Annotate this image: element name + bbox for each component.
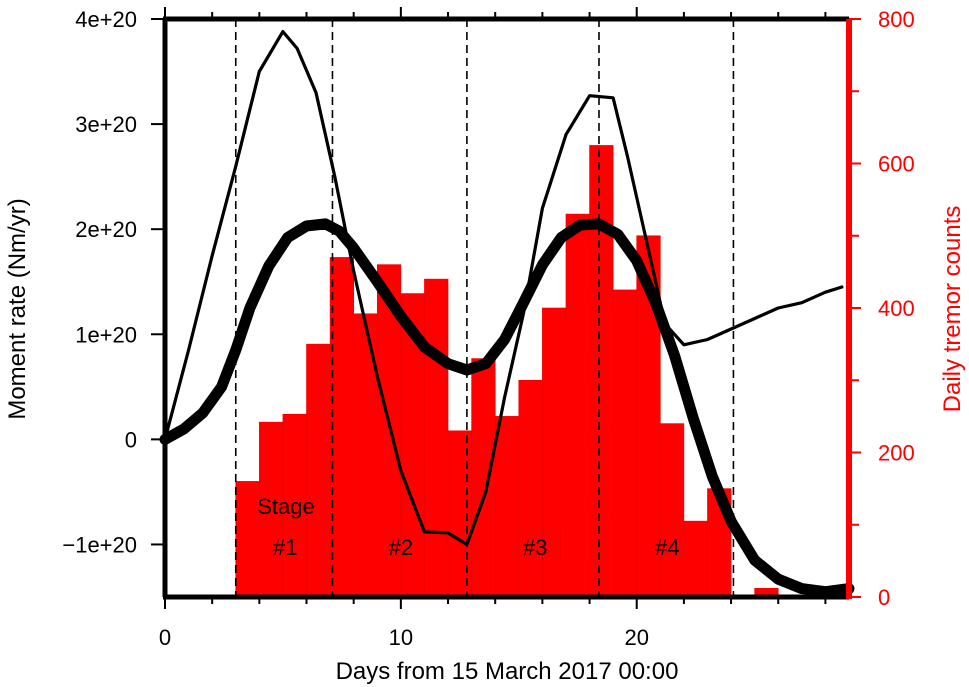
y-right-tick-label: 600 bbox=[878, 152, 915, 177]
moment-rate-line-thick bbox=[159, 218, 855, 598]
tremor-bar bbox=[235, 481, 260, 598]
stage-number-label: #2 bbox=[389, 535, 413, 560]
tremor-bar bbox=[660, 423, 685, 598]
moment-rate-line-thin bbox=[163, 30, 844, 547]
y-right-tick-label: 200 bbox=[878, 441, 915, 466]
tremor-bar bbox=[612, 289, 638, 598]
tremor-bar bbox=[329, 257, 354, 598]
stage-number-label: #1 bbox=[273, 535, 297, 560]
x-axis-title: Days from 15 March 2017 00:00 bbox=[336, 658, 679, 685]
y-axis-left-title: Moment rate (Nm/yr) bbox=[4, 198, 31, 419]
tick-labels: 0 10 20 −1e+20 0 1e+20 2e+20 3e+20 4e+20 0 200 400 6… bbox=[62, 7, 914, 650]
tremor-bar bbox=[589, 145, 614, 598]
stage-labels: Stage #1 #2 #3 #4 bbox=[257, 494, 679, 560]
y-left-tick-label: 3e+20 bbox=[75, 112, 137, 137]
axis-ticks bbox=[151, 7, 861, 609]
y-left-tick-label: −1e+20 bbox=[62, 532, 137, 557]
tremor-bar bbox=[306, 343, 331, 598]
y-right-tick-label: 800 bbox=[878, 7, 915, 32]
tremor-bar bbox=[565, 213, 590, 598]
x-tick-label: 0 bbox=[159, 625, 171, 650]
tremor-bar bbox=[424, 278, 449, 598]
tremor-bar bbox=[447, 430, 472, 598]
tremor-bar bbox=[494, 416, 520, 598]
x-tick-label: 20 bbox=[624, 625, 648, 650]
tremor-bar bbox=[518, 379, 543, 598]
stage-boundary-lines bbox=[234, 19, 735, 597]
y-left-tick-label: 1e+20 bbox=[75, 322, 137, 347]
y-right-tick-label: 400 bbox=[878, 296, 915, 321]
x-tick-label: 10 bbox=[389, 625, 413, 650]
tremor-bars bbox=[235, 145, 779, 598]
y-right-tick-label: 0 bbox=[878, 585, 890, 610]
moment-rate-series bbox=[159, 30, 855, 598]
y-left-tick-label: 2e+20 bbox=[75, 217, 137, 242]
stage-number-label: #4 bbox=[655, 535, 679, 560]
stage-word-label: Stage bbox=[257, 494, 315, 519]
y-left-tick-label: 4e+20 bbox=[75, 7, 137, 32]
tremor-bar bbox=[471, 358, 496, 598]
y-left-tick-label: 0 bbox=[125, 427, 137, 452]
y-axis-right-title: Daily tremor counts bbox=[939, 206, 966, 413]
tremor-bar bbox=[683, 520, 708, 598]
stage-number-label: #3 bbox=[523, 535, 547, 560]
